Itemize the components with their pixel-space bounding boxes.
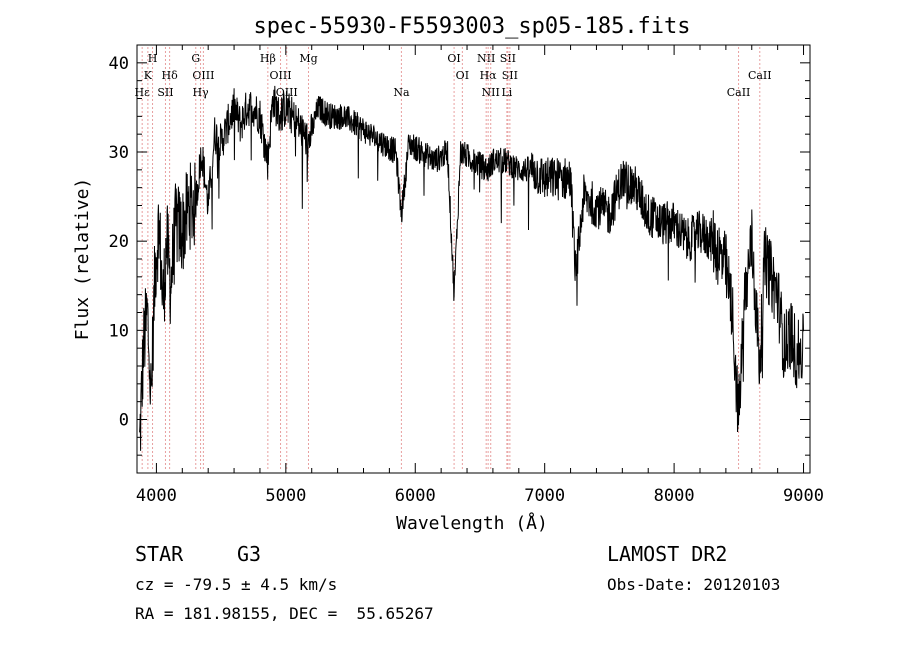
x-tick-label: 9000	[783, 486, 824, 506]
object-subclass: G3	[237, 542, 262, 566]
y-tick-label: 40	[109, 54, 129, 74]
axis-ticks: 4000 5000 6000 7000 8000 9000 0 10 20 30 40	[109, 45, 824, 506]
coordinates-readout: RA = 181.98155, DEC = 55.65267	[135, 604, 434, 623]
y-tick-label: 0	[119, 411, 129, 431]
spectral-line-label: Li	[501, 86, 512, 99]
spectral-line-label: NII	[482, 86, 500, 99]
y-tick-label: 30	[109, 143, 129, 163]
spectral-line-label: OI	[456, 69, 469, 82]
chart-title: spec-55930-F5593003_sp05-185.fits	[253, 14, 690, 39]
spectral-line-label: SII	[500, 52, 516, 65]
y-tick-label: 10	[109, 321, 129, 341]
spectral-line-label: OIII	[192, 69, 214, 82]
spectral-line-label: SII	[157, 86, 173, 99]
x-tick-label: 7000	[524, 486, 565, 506]
spectrum-line	[139, 85, 804, 451]
spectral-line-label: SII	[502, 69, 518, 82]
object-class: STAR	[135, 542, 184, 566]
observation-date: Obs-Date: 20120103	[607, 575, 781, 594]
spectral-line-label: Hβ	[260, 52, 276, 65]
spectral-line-label: CaII	[748, 69, 772, 82]
survey-name: LAMOST DR2	[607, 542, 728, 566]
spectral-line-label: Hε	[135, 86, 151, 99]
x-tick-label: 4000	[136, 486, 177, 506]
x-tick-label: 8000	[654, 486, 695, 506]
spectral-line-label: Hδ	[162, 69, 179, 82]
y-axis-title: Flux (relative)	[72, 178, 93, 341]
x-tick-label: 5000	[265, 486, 306, 506]
spectral-line-label: OIII	[269, 69, 291, 82]
spectral-line-label: Hγ	[192, 86, 209, 99]
spectral-line-label: OI	[447, 52, 460, 65]
spectral-line-label: K	[144, 69, 153, 82]
x-axis-title: Wavelength (Å)	[396, 512, 548, 534]
spectral-line-label: Hα	[480, 69, 498, 82]
spectral-line-label: Mg	[299, 52, 317, 65]
spectral-line-label: G	[191, 52, 200, 65]
spectral-line-label: NII	[477, 52, 495, 65]
spectral-line-label: H	[148, 52, 158, 65]
spectral-line-label: CaII	[727, 86, 751, 99]
y-tick-label: 20	[109, 232, 129, 252]
spectral-line-label: Na	[393, 86, 410, 99]
x-tick-label: 6000	[395, 486, 436, 506]
redshift-readout: cz = -79.5 ± 4.5 km/s	[135, 575, 338, 594]
